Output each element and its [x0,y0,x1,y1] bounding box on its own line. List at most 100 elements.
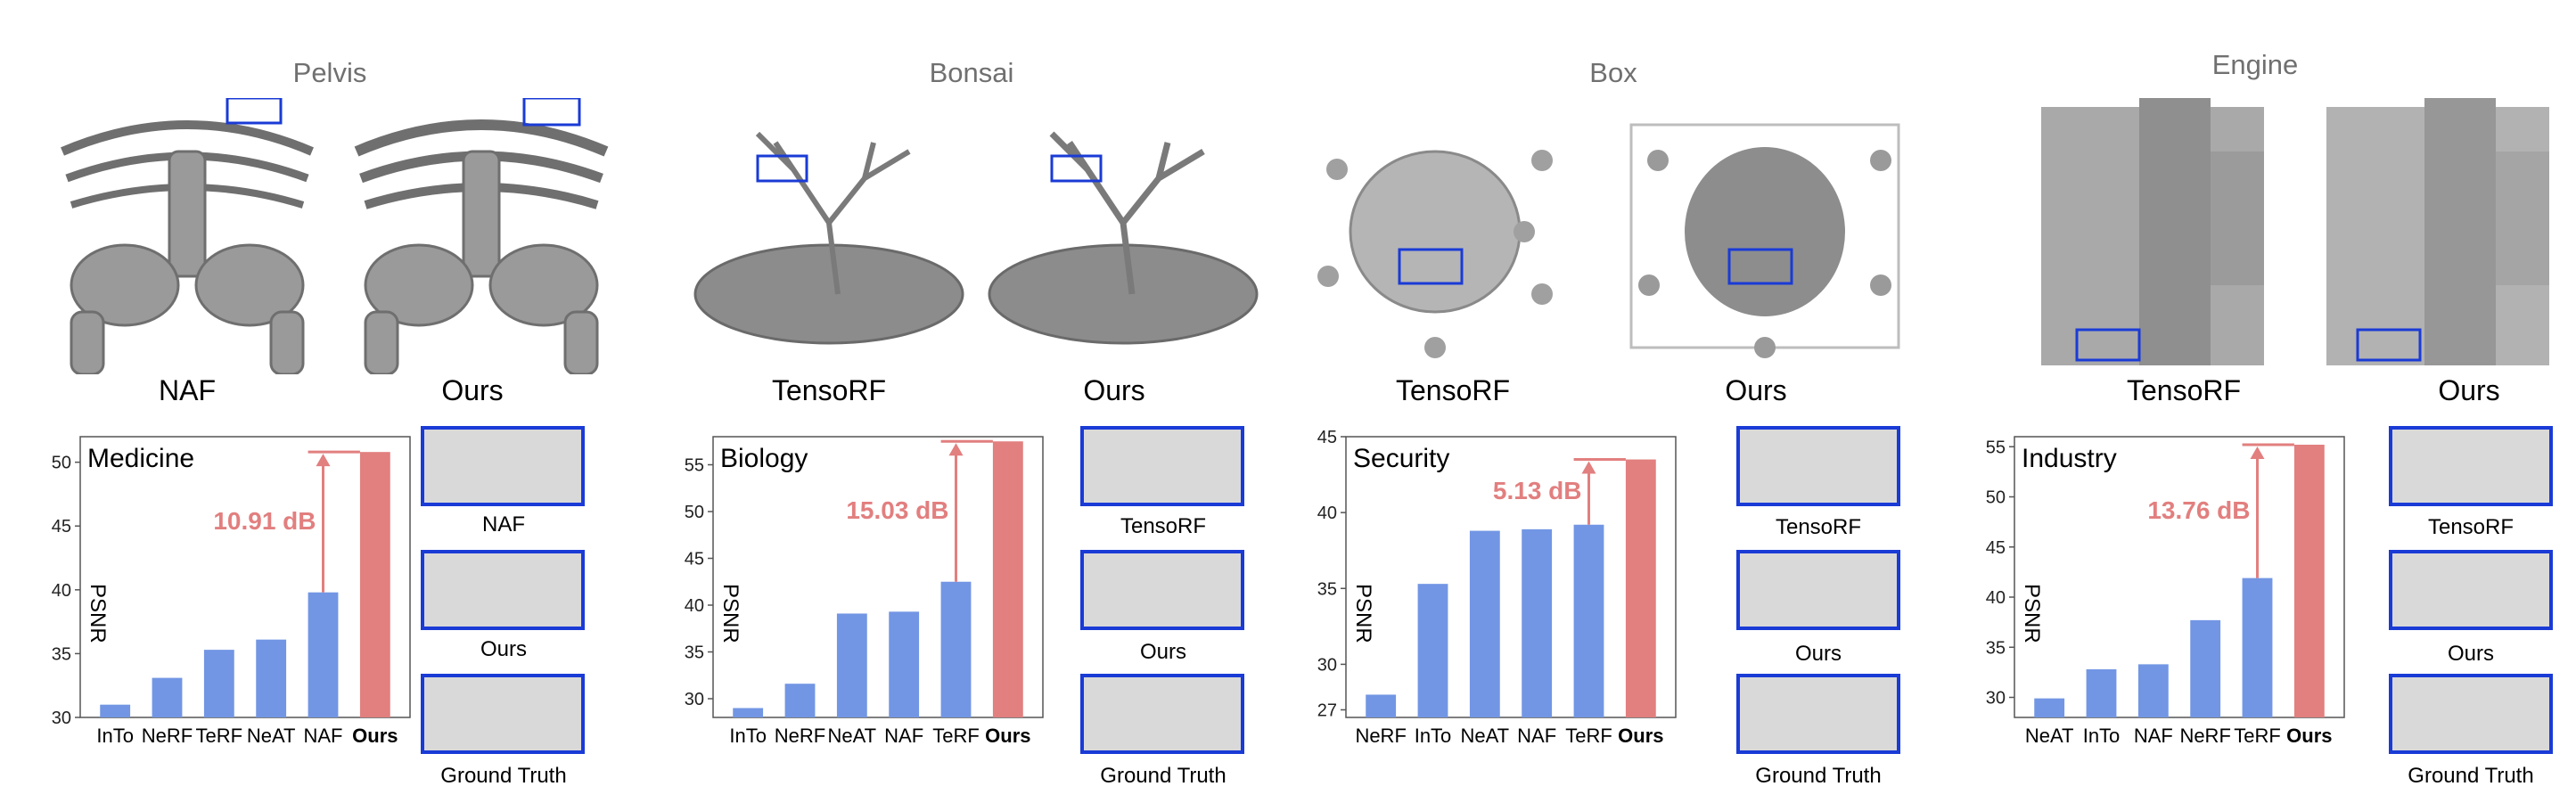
bar-ours [1625,459,1656,717]
annotation-arrowhead [316,454,331,467]
y-tick-label: 45 [685,550,704,569]
bar-terf [1573,524,1604,717]
bar-naf [2137,664,2169,717]
panel-pelvis: Pelvis NAF Ours 30 35 40 45 50 Medicine PSNR In [18,0,642,811]
y-tick-label: 35 [52,644,71,664]
y-tick-label: 40 [1317,504,1337,523]
method-label-left: TensoRF [771,374,887,406]
x-tick-label: TeRF [196,725,243,747]
render-right [354,98,609,374]
bar-nerf [152,677,183,717]
bar-naf [308,592,339,717]
y-tick-label: 50 [1986,488,2006,508]
bar-ours [992,441,1023,717]
bar-naf [889,611,920,717]
render-left [693,131,964,345]
crop-label-gt: Ground Truth [440,764,567,788]
scene-title: Bonsai [929,57,1014,88]
crop-left [1736,426,1900,506]
bar-into [2086,669,2117,717]
crop-gt [1080,674,1244,754]
bar-chart: 30 35 40 45 50 55 Industry PSNR NeAT InTo NAF NeRF T… [1986,436,2345,747]
bar-terf [203,650,234,717]
crop-label-right: Ours [1794,642,1842,666]
bar-into [100,704,131,717]
x-tick-label: NeRF [2179,725,2230,747]
x-tick-label: Ours [2286,725,2332,747]
bar-into [733,708,764,717]
method-label-right: Ours [2438,374,2500,406]
plot-frame [712,436,1044,718]
y-tick-label: 45 [1986,538,2006,558]
crop-gt [2389,674,2553,754]
x-tick-label: NeRF [1355,725,1406,747]
crop-gt [421,674,585,754]
crop-label-right: Ours [2447,642,2494,666]
bar-nerf [784,684,816,717]
bar-chart: 30 35 40 45 50 Medicine PSNR InTo NeRF TeRF NeAT NA… [52,436,411,747]
x-tick-label: TeRF [1565,725,1612,747]
x-tick-label: NeRF [142,725,193,747]
bar-neat [256,639,287,717]
bar-terf [2242,578,2273,717]
method-label-right: Ours [1725,374,1787,406]
y-tick-label: 35 [1317,579,1337,599]
annotation-text: 10.91 dB [213,507,316,535]
x-tick-label: NAF [1517,725,1556,747]
bar-neat [836,613,867,717]
y-tick-label: 30 [1986,689,2006,709]
x-tick-label: InTo [96,725,134,747]
y-axis-label: PSNR [1351,584,1375,643]
y-tick-label: 40 [685,596,704,616]
bar-naf [1522,528,1553,717]
chart-title: Biology [720,444,808,473]
plot-frame [1345,436,1677,718]
bar-chart: 27 30 35 40 45 Security PSNR NeRF InTo NeAT NAF TeR… [1317,428,1677,747]
render-right [1629,123,1900,358]
bar-ours [2293,445,2325,717]
method-label-left: NAF [159,374,216,406]
render-left [61,98,314,374]
y-tick-label: 30 [685,690,704,709]
annotation-arrowhead [948,443,964,456]
x-tick-label: Ours [985,725,1030,747]
crop-right [421,550,585,630]
bar-chart: 30 35 40 45 50 55 Biology PSNR InTo NeRF NeAT NAF Te… [685,436,1044,747]
bar-nerf [2190,619,2221,717]
x-tick-label: InTo [729,725,767,747]
x-tick-label: InTo [2083,725,2121,747]
y-tick-label: 45 [1317,428,1337,447]
crop-right [2389,550,2553,630]
scene-title: Box [1589,57,1637,88]
crop-label-left: TensoRF [2427,515,2514,539]
x-tick-label: NeAT [2025,725,2074,747]
render-right [2326,98,2549,365]
plot-frame [79,436,411,718]
crop-label-left: TensoRF [1120,514,1207,538]
y-tick-label: 45 [52,517,71,537]
render-left [2041,98,2264,365]
y-tick-label: 30 [52,709,71,728]
method-label-right: Ours [441,374,504,406]
crop-right [1736,550,1900,630]
render-left [1317,150,1553,358]
x-tick-label: Ours [352,725,398,747]
crop-label-left: NAF [482,512,525,537]
x-tick-label: TeRF [932,725,980,747]
bar-terf [940,581,972,717]
chart-title: Industry [2022,444,2117,473]
x-tick-label: InTo [1415,725,1452,747]
crop-gt [1736,674,1900,754]
x-tick-label: NeRF [775,725,825,747]
y-axis-label: PSNR [86,584,110,643]
scene-title: Engine [2211,49,2299,80]
chart-title: Medicine [87,444,194,473]
annotation-text: 5.13 dB [1493,477,1582,504]
y-tick-label: 40 [1986,588,2006,608]
render-right [988,131,1259,345]
y-tick-label: 55 [685,456,704,476]
y-tick-label: 35 [685,643,704,663]
y-tick-label: 40 [52,581,71,601]
y-tick-label: 35 [1986,638,2006,658]
annotation-arrowhead [2250,446,2265,459]
